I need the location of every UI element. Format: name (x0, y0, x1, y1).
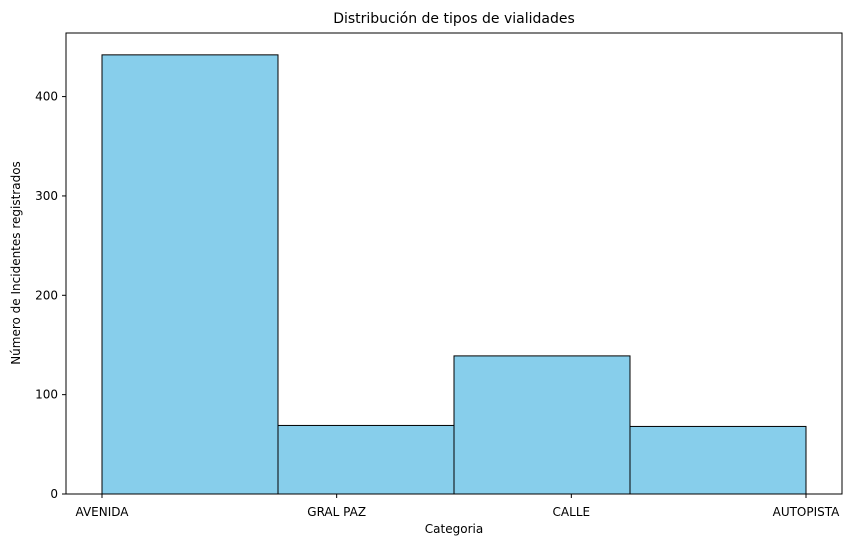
y-tick-label: 0 (50, 487, 58, 501)
x-tick-label: GRAL PAZ (307, 505, 366, 519)
x-axis: AVENIDA GRAL PAZ CALLE AUTOPISTA (76, 494, 841, 519)
x-tick-label: CALLE (553, 505, 591, 519)
x-tick-label: AUTOPISTA (773, 505, 841, 519)
bars (101, 54, 807, 495)
bar-calle (453, 355, 631, 495)
bar-gral-paz (277, 424, 455, 495)
bar-autopista (629, 425, 807, 495)
y-tick-label: 200 (35, 288, 58, 302)
bar-avenida (101, 54, 279, 495)
chart-title: Distribución de tipos de vialidades (333, 11, 575, 27)
y-axis-label: Número de Incidentes registrados (9, 161, 23, 365)
y-axis: 0 100 200 300 400 (35, 90, 66, 501)
x-tick-label: AVENIDA (76, 505, 130, 519)
y-tick-label: 400 (35, 90, 58, 104)
axes-frame (65, 32, 843, 495)
y-tick-label: 300 (35, 189, 58, 203)
y-tick-label: 100 (35, 388, 58, 402)
x-axis-label: Categoria (425, 522, 483, 536)
